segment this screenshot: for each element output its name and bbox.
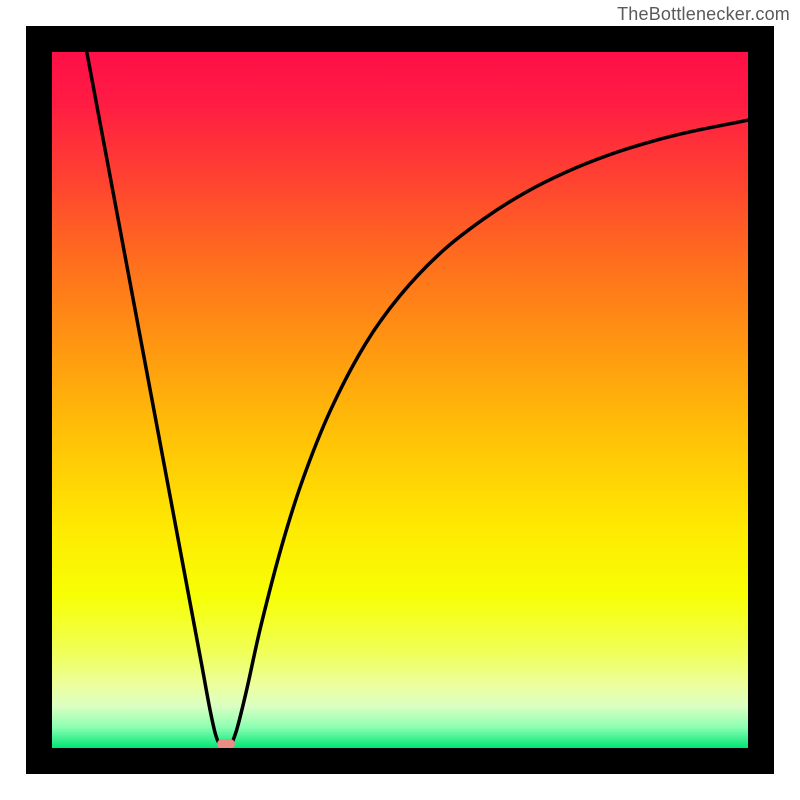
source-watermark: TheBottlenecker.com [617,4,790,25]
plot-area [26,26,774,774]
background-gradient [52,52,748,748]
chart-stage: TheBottlenecker.com [0,0,800,800]
